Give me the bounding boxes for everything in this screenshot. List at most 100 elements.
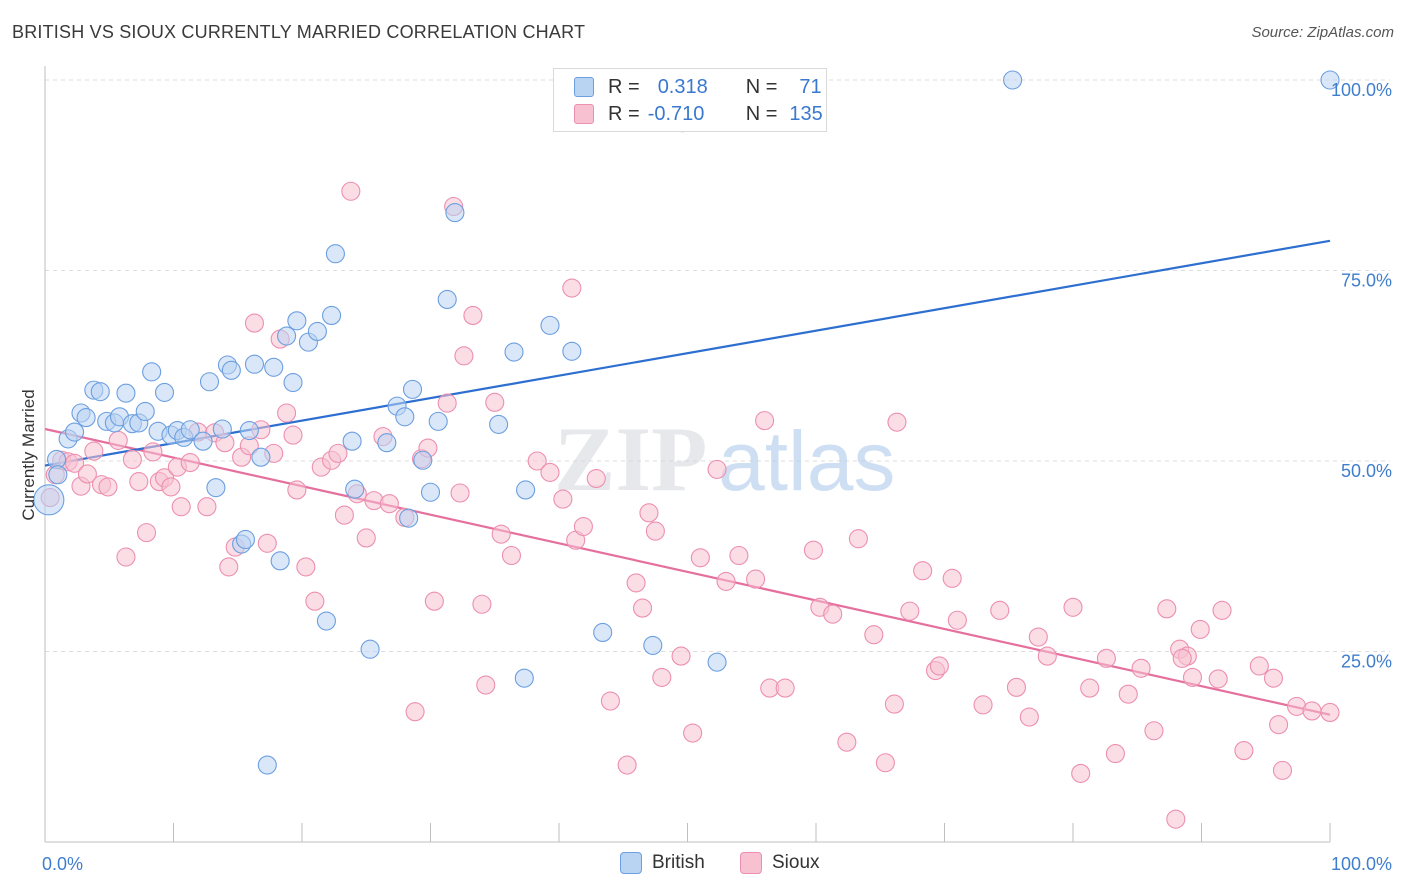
sioux-point: [990, 600, 1010, 620]
sioux-point: [454, 346, 474, 366]
sioux-point: [1208, 669, 1228, 689]
sioux-point: [586, 468, 606, 489]
sioux-legend-label: Sioux: [772, 852, 820, 873]
british-point: [516, 480, 536, 500]
sioux-point: [108, 430, 128, 450]
sioux-point: [942, 568, 962, 588]
british-point: [270, 551, 290, 571]
british-point: [593, 622, 613, 643]
sioux-point: [129, 472, 149, 492]
sioux-point: [729, 545, 749, 566]
british-point: [142, 362, 162, 382]
sioux-point: [1182, 667, 1203, 687]
british-point: [90, 382, 110, 402]
legend-row-sioux: R = -0.710 N = 135: [574, 102, 823, 126]
sioux-point: [1118, 684, 1138, 704]
sioux-point: [1269, 715, 1289, 735]
sioux-point: [1071, 763, 1091, 783]
sioux-point: [180, 452, 200, 473]
sioux-point: [84, 441, 104, 461]
sioux-point: [143, 442, 163, 462]
sioux-point: [707, 459, 727, 479]
sioux-point: [334, 505, 354, 525]
british-point: [707, 652, 727, 672]
legend-item-sioux: Sioux: [740, 852, 820, 874]
british-point: [1003, 70, 1023, 90]
source-credit: Source: ZipAtlas.com: [1251, 24, 1394, 41]
sioux-point: [1080, 678, 1100, 698]
british-point: [251, 447, 271, 467]
sioux-point: [600, 691, 620, 711]
sioux-point: [803, 540, 823, 560]
sioux-point: [973, 695, 993, 715]
british-point: [65, 422, 85, 442]
sioux-point: [1028, 627, 1048, 647]
sioux-point: [219, 557, 239, 577]
x-tick-label: 0.0%: [42, 854, 83, 874]
british-point: [264, 357, 284, 377]
sioux-point: [632, 598, 653, 618]
british-point: [257, 755, 277, 775]
sioux-point: [1037, 646, 1057, 666]
sioux-point: [617, 755, 637, 775]
sioux-point: [197, 497, 217, 517]
sioux-swatch: [574, 104, 594, 124]
british-point: [199, 372, 220, 392]
british-point: [277, 326, 297, 346]
sioux-point: [364, 491, 384, 511]
sioux-point: [848, 529, 868, 549]
british-point: [316, 611, 336, 631]
british-point: [283, 372, 303, 393]
sioux-point: [1234, 741, 1254, 761]
sioux-point: [1019, 707, 1039, 727]
british-swatch: [574, 77, 594, 97]
sioux-point: [540, 462, 560, 482]
sioux-point: [562, 278, 582, 298]
sioux-point: [1272, 760, 1293, 780]
sioux-point: [864, 625, 884, 645]
sioux-point: [652, 667, 672, 687]
sioux-point: [1263, 668, 1284, 688]
sioux-point: [296, 557, 316, 577]
british-point: [643, 635, 663, 655]
sioux-point: [1172, 648, 1192, 668]
axes: [44, 66, 1331, 843]
sioux-point: [823, 604, 843, 624]
sioux-point: [913, 561, 933, 581]
n-label: N =: [745, 75, 778, 98]
british-point: [489, 414, 509, 434]
sioux-point: [1144, 721, 1164, 741]
sioux-point: [1302, 701, 1322, 721]
y-tick-label: 75.0%: [1341, 271, 1392, 291]
sioux-point: [887, 412, 907, 432]
chart-title: BRITISH VS SIOUX CURRENTLY MARRIED CORRE…: [12, 22, 586, 42]
british-point: [402, 379, 423, 399]
sioux-point: [553, 489, 573, 509]
british-point: [154, 382, 175, 402]
sioux-point: [287, 480, 307, 500]
sioux-point: [283, 425, 303, 445]
sioux-point: [1096, 648, 1116, 668]
british-point: [1320, 70, 1340, 90]
y-tick-label: 100.0%: [1331, 80, 1392, 100]
british-point: [116, 383, 136, 403]
sioux-point: [98, 477, 118, 497]
sioux-point: [639, 503, 659, 523]
british-point: [239, 420, 259, 441]
sioux-point: [1131, 658, 1151, 678]
watermark-zip: ZIP: [554, 408, 707, 510]
sioux-point: [463, 305, 483, 326]
sioux-point: [437, 393, 457, 413]
sioux-point: [837, 732, 857, 752]
sioux-point: [1190, 619, 1210, 639]
british-series: [33, 70, 1340, 775]
british-point: [135, 401, 155, 422]
sioux-point: [424, 591, 444, 611]
sioux-point: [244, 313, 265, 333]
british-point: [48, 465, 68, 485]
sioux-point: [1212, 600, 1232, 620]
sioux-point: [1063, 597, 1083, 617]
r-label: R =: [608, 102, 640, 125]
british-point: [76, 408, 96, 428]
